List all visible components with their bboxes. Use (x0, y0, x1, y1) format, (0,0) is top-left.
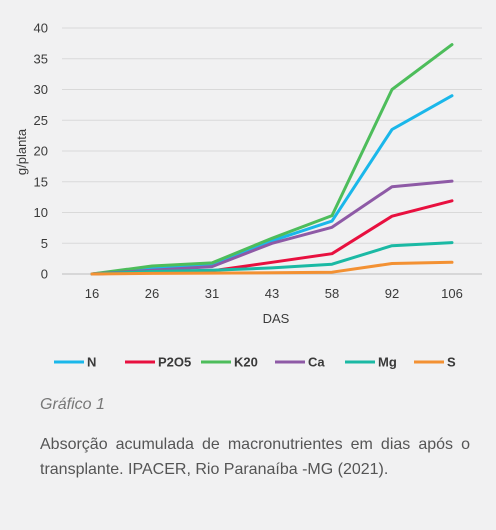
series-line-ca (90, 179, 454, 276)
x-tick-label: 92 (385, 286, 399, 301)
y-axis-ticks: 0 5 10 15 20 25 30 35 40 (34, 21, 48, 282)
legend-item-s: S (414, 355, 456, 370)
legend-item-mg: Mg (345, 355, 397, 370)
caption-text: Absorção acumulada de macronutrientes em… (40, 436, 470, 478)
y-tick-label: 40 (34, 21, 48, 36)
series-line-s (90, 260, 454, 276)
legend-item-n: N (54, 355, 96, 370)
y-tick-label: 30 (34, 82, 48, 97)
y-tick-label: 25 (34, 113, 48, 128)
line-chart: 0 5 10 15 20 25 30 35 40 16 26 31 43 58 92 106 g/plant… (14, 21, 482, 370)
legend-item-k20: K20 (201, 355, 258, 370)
legend-label: K20 (234, 355, 258, 370)
series-line-mg (90, 241, 454, 276)
legend-label: P2O5 (158, 355, 191, 370)
x-axis-ticks: 16 26 31 43 58 92 106 (85, 286, 463, 301)
x-axis-title: DAS (263, 311, 290, 326)
legend: N P2O5 K20 Ca Mg S (54, 355, 456, 370)
x-tick-label: 31 (205, 286, 219, 301)
y-tick-label: 15 (34, 174, 48, 189)
y-tick-label: 35 (34, 51, 48, 66)
x-tick-label: 106 (441, 286, 463, 301)
y-axis-title: g/planta (14, 128, 29, 175)
legend-label: Mg (378, 355, 397, 370)
grid-lines (62, 27, 482, 275)
legend-label: S (447, 355, 456, 370)
legend-label: N (87, 355, 96, 370)
x-tick-label: 16 (85, 286, 99, 301)
y-tick-label: 10 (34, 205, 48, 220)
x-tick-label: 58 (325, 286, 339, 301)
x-tick-label: 43 (265, 286, 279, 301)
y-tick-label: 20 (34, 144, 48, 159)
caption-label: Gráfico 1 (40, 396, 105, 413)
x-tick-label: 26 (145, 286, 159, 301)
y-tick-label: 0 (41, 267, 48, 282)
y-tick-label: 5 (41, 236, 48, 251)
legend-item-p2o5: P2O5 (125, 355, 191, 370)
series-line-n (90, 94, 454, 276)
legend-item-ca: Ca (275, 355, 325, 370)
legend-label: Ca (308, 355, 325, 370)
series-lines (90, 43, 454, 276)
series-line-k20 (90, 43, 454, 276)
